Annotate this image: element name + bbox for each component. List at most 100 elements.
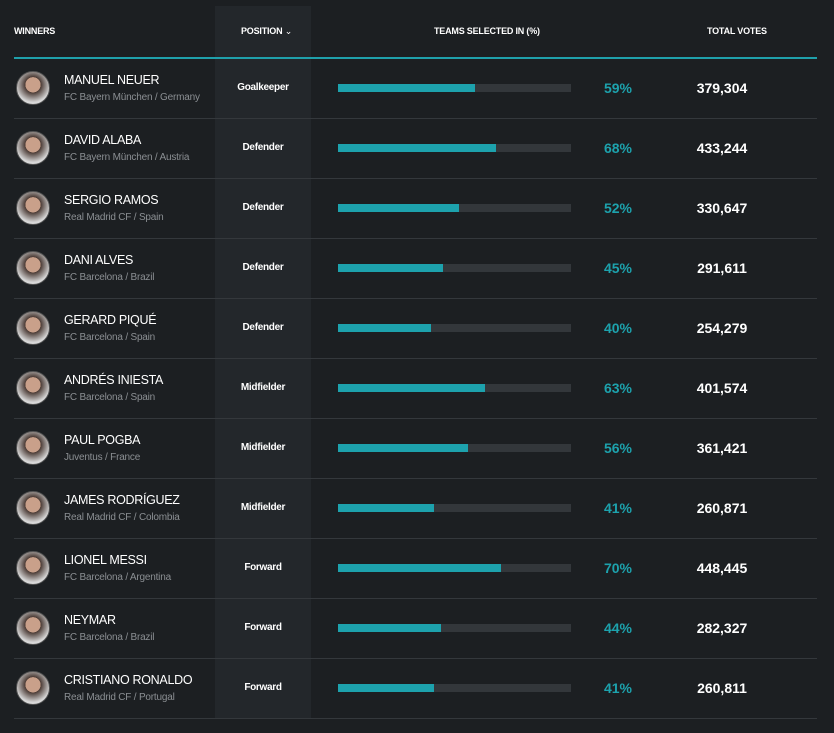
player-avatar	[16, 371, 50, 405]
selection-bar	[338, 684, 571, 692]
total-votes: 433,244	[696, 140, 748, 156]
selection-percent: 41%	[603, 500, 633, 516]
table-row: NEYMAR FC Barcelona / Brazil Forward 44%…	[14, 599, 817, 659]
player-position: Goalkeeper	[237, 82, 289, 93]
header-position-label: POSITION	[241, 26, 283, 36]
table-row: DAVID ALABA FC Bayern München / Austria …	[14, 119, 817, 179]
selection-bar	[338, 204, 571, 212]
selection-bar-fill	[338, 444, 469, 452]
table-row: GERARD PIQUÉ FC Barcelona / Spain Defend…	[14, 299, 817, 359]
player-avatar	[16, 131, 50, 165]
player-position: Defender	[242, 202, 284, 213]
total-votes: 361,421	[696, 440, 748, 456]
player-position: Forward	[244, 682, 282, 693]
selection-bar-fill	[338, 324, 432, 332]
player-position: Forward	[244, 622, 282, 633]
player-position: Defender	[242, 142, 284, 153]
player-name: DANI ALVES	[64, 253, 134, 267]
table-row: SERGIO RAMOS Real Madrid CF / Spain Defe…	[14, 179, 817, 239]
player-avatar	[16, 671, 50, 705]
table-row: MANUEL NEUER FC Bayern München / Germany…	[14, 59, 817, 119]
player-club: Juventus / France	[64, 452, 141, 463]
player-name: PAUL POGBA	[64, 433, 141, 447]
total-votes: 448,445	[696, 560, 748, 576]
selection-bar-fill	[338, 84, 476, 92]
player-avatar	[16, 611, 50, 645]
total-votes: 260,811	[697, 680, 747, 696]
header-total-votes: TOTAL VOTES	[707, 26, 767, 36]
player-club: FC Barcelona / Brazil	[64, 272, 155, 283]
selection-bar	[338, 564, 571, 572]
table-row: CRISTIANO RONALDO Real Madrid CF / Portu…	[14, 659, 817, 719]
selection-bar	[338, 504, 571, 512]
player-position: Midfielder	[240, 442, 286, 453]
player-avatar	[16, 71, 50, 105]
player-name: LIONEL MESSI	[64, 553, 147, 567]
player-club: FC Barcelona / Brazil	[64, 632, 155, 643]
table-row: PAUL POGBA Juventus / France Midfielder …	[14, 419, 817, 479]
total-votes: 291,611	[697, 260, 747, 276]
header-teams-selected: TEAMS SELECTED IN (%)	[434, 26, 540, 36]
position-column-highlight	[215, 6, 311, 718]
chevron-down-icon: ⌄	[284, 26, 293, 36]
player-club: FC Barcelona / Argentina	[64, 572, 171, 583]
player-avatar	[16, 191, 50, 225]
player-name: MANUEL NEUER	[64, 73, 160, 87]
player-name: DAVID ALABA	[64, 133, 142, 147]
player-name: JAMES RODRÍGUEZ	[64, 493, 180, 507]
selection-percent: 44%	[603, 620, 633, 636]
player-club: Real Madrid CF / Colombia	[64, 512, 180, 523]
header-winners: WINNERS	[14, 26, 56, 36]
selection-bar-fill	[338, 384, 485, 392]
selection-bar-fill	[338, 264, 443, 272]
table-row: LIONEL MESSI FC Barcelona / Argentina Fo…	[14, 539, 817, 599]
total-votes: 254,279	[696, 320, 748, 336]
selection-bar-fill	[338, 144, 497, 152]
header-position-sort[interactable]: POSITION ⌄	[241, 26, 292, 37]
selection-bar	[338, 144, 571, 152]
player-position: Defender	[242, 322, 284, 333]
player-club: FC Barcelona / Spain	[64, 392, 156, 403]
selection-bar-fill	[338, 504, 434, 512]
selection-bar-fill	[338, 564, 502, 572]
player-name: GERARD PIQUÉ	[64, 313, 157, 327]
selection-percent: 63%	[603, 380, 633, 396]
selection-percent: 40%	[603, 320, 633, 336]
player-position: Defender	[242, 262, 284, 273]
total-votes: 379,304	[696, 80, 748, 96]
table-row: ANDRÉS INIESTA FC Barcelona / Spain Midf…	[14, 359, 817, 419]
player-club: Real Madrid CF / Portugal	[64, 692, 175, 703]
player-name: ANDRÉS INIESTA	[64, 373, 164, 387]
total-votes: 282,327	[696, 620, 748, 636]
player-club: FC Barcelona / Spain	[64, 332, 156, 343]
player-avatar	[16, 311, 50, 345]
table-header: WINNERS POSITION ⌄ TEAMS SELECTED IN (%)…	[0, 0, 834, 58]
selection-percent: 68%	[603, 140, 633, 156]
total-votes: 330,647	[696, 200, 748, 216]
selection-percent: 56%	[603, 440, 633, 456]
player-club: Real Madrid CF / Spain	[64, 212, 164, 223]
selection-bar	[338, 84, 571, 92]
selection-bar	[338, 444, 571, 452]
player-name: NEYMAR	[64, 613, 116, 627]
selection-bar-fill	[338, 204, 460, 212]
selection-percent: 41%	[603, 680, 633, 696]
selection-percent: 70%	[603, 560, 633, 576]
table-row: JAMES RODRÍGUEZ Real Madrid CF / Colombi…	[14, 479, 817, 539]
player-position: Forward	[244, 562, 282, 573]
selection-percent: 59%	[603, 80, 633, 96]
player-name: CRISTIANO RONALDO	[64, 673, 193, 687]
selection-bar-fill	[338, 624, 441, 632]
player-avatar	[16, 251, 50, 285]
player-avatar	[16, 551, 50, 585]
player-club: FC Bayern München / Austria	[64, 152, 190, 163]
player-position: Midfielder	[240, 382, 286, 393]
player-avatar	[16, 491, 50, 525]
total-votes: 260,871	[696, 500, 748, 516]
player-name: SERGIO RAMOS	[64, 193, 159, 207]
player-position: Midfielder	[240, 502, 286, 513]
selection-bar	[338, 264, 571, 272]
selection-percent: 52%	[603, 200, 633, 216]
selection-bar	[338, 624, 571, 632]
player-avatar	[16, 431, 50, 465]
